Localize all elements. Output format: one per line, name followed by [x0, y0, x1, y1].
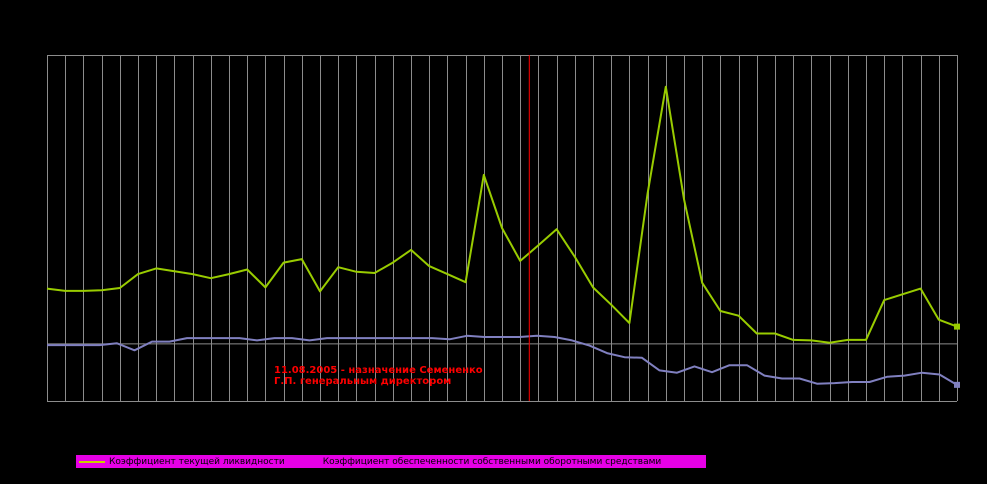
series-lines [46, 85, 958, 386]
legend-item-current-liquidity: Коэффициент текущей ликвидности [76, 457, 285, 467]
legend: Коэффициент текущей ликвидности Коэффици… [76, 455, 706, 468]
annotation-text-line: Г.П. генеральным директором [274, 376, 451, 387]
annotation-text-line: 11.08.2005 - назначение Семененко [274, 365, 483, 376]
series-markers [954, 323, 960, 388]
legend-swatch-current-liquidity [79, 460, 105, 463]
series-line-0 [46, 85, 958, 344]
series-end-marker-0 [954, 323, 960, 330]
legend-item-working-capital: Коэффициент обеспеченности собственными … [323, 457, 662, 467]
legend-label-current-liquidity: Коэффициент текущей ликвидности [109, 456, 285, 467]
series-end-marker-1 [954, 381, 960, 388]
legend-label-working-capital: Коэффициент обеспеченности собственными … [322, 456, 662, 467]
series-line-1 [47, 334, 958, 386]
axis-lines [47, 55, 957, 402]
